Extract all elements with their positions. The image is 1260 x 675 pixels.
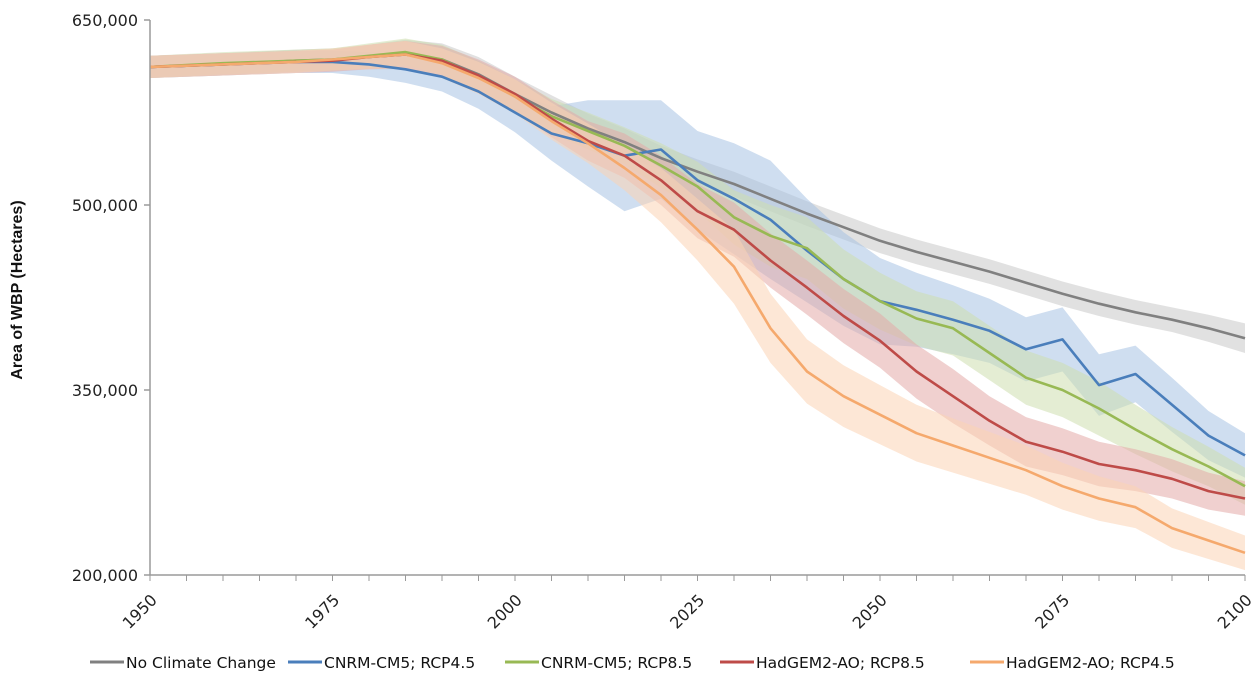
y-tick-label: 650,000 [72, 11, 138, 30]
x-tick-label: 2000 [484, 590, 526, 632]
series-lines [149, 50, 1246, 555]
legend-label: CNRM-CM5; RCP4.5 [324, 654, 475, 672]
x-tick-label: 2025 [666, 590, 708, 632]
legend-label: HadGEM2-AO; RCP8.5 [756, 654, 925, 672]
band-series-3 [150, 38, 1245, 505]
x-tick-label: 1975 [301, 590, 343, 632]
band-series-1 [150, 39, 1245, 353]
legend-label: CNRM-CM5; RCP8.5 [541, 654, 692, 672]
uncertainty-bands [150, 38, 1245, 571]
x-tick-label: 2075 [1031, 590, 1073, 632]
line-series-2 [149, 60, 1246, 457]
y-tick-label: 350,000 [72, 381, 138, 400]
line-series-4 [149, 53, 1246, 500]
line-series-3 [149, 50, 1246, 488]
line-series-5 [149, 53, 1246, 555]
legend-label: No Climate Change [126, 654, 276, 672]
band-series-5 [150, 41, 1245, 571]
x-tick-label: 2100 [1214, 590, 1256, 632]
y-axis-label: Area of WBP (Hectares) [9, 200, 26, 379]
legend: No Climate Change CNRM-CM5; RCP4.5 CNRM-CM… [90, 654, 1175, 672]
x-tick-label: 1950 [119, 590, 161, 632]
legend-label: HadGEM2-AO; RCP4.5 [1006, 654, 1175, 672]
y-tick-label: 200,000 [72, 566, 138, 585]
x-tick-label: 2050 [849, 590, 891, 632]
band-series-2 [150, 50, 1245, 478]
band-series-4 [150, 41, 1245, 516]
y-tick-label: 500,000 [72, 196, 138, 215]
axes [144, 19, 1246, 581]
